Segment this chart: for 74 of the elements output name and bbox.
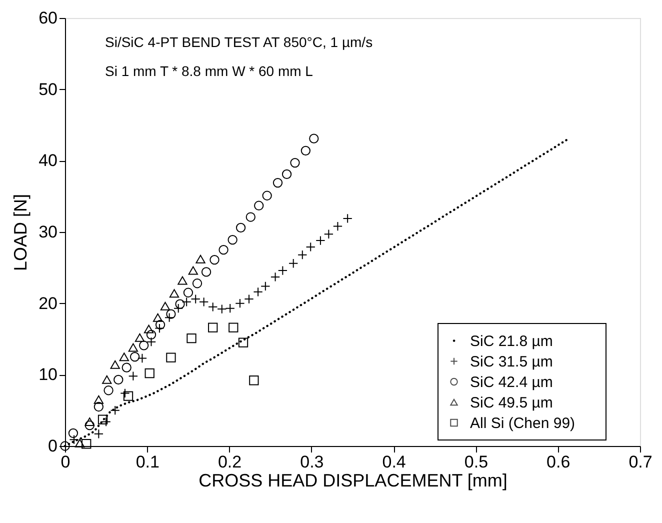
x-tick-label: 0.6: [546, 452, 570, 472]
point: [144, 368, 154, 378]
point: [122, 362, 132, 372]
point: [82, 439, 92, 449]
point: [210, 255, 220, 265]
point: [236, 222, 246, 233]
x-tick-label: 0.4: [382, 452, 406, 472]
x-tick-label: 0.5: [464, 452, 488, 472]
point: [262, 190, 272, 200]
y-tick-label: 0: [48, 436, 58, 456]
point: [290, 158, 300, 168]
point: [102, 375, 112, 384]
y-tick-label: 50: [38, 80, 58, 99]
point: [146, 330, 156, 340]
y-tick-label: 40: [38, 151, 58, 170]
x-tick-label: 0.7: [628, 452, 652, 472]
point: [74, 438, 85, 448]
point: [155, 320, 166, 330]
point: [98, 414, 108, 424]
point: [282, 169, 292, 180]
point: [134, 333, 145, 342]
point: [238, 338, 248, 348]
point: [152, 313, 163, 322]
point: [68, 428, 78, 438]
point: [201, 267, 212, 277]
point: [169, 289, 180, 298]
point: [183, 288, 194, 298]
point: [104, 386, 114, 396]
point: [139, 340, 149, 350]
point: [84, 420, 94, 430]
point: [228, 322, 238, 332]
legend-label: SiC 21.8 µm: [470, 332, 553, 350]
point: [196, 254, 206, 264]
y-tick-label: 20: [38, 294, 58, 313]
point: [218, 245, 228, 255]
y-tick-label: 60: [38, 8, 58, 28]
x-axis-title: CROSS HEAD DISPLACEMENT [mm]: [198, 470, 508, 490]
point: [208, 322, 218, 332]
point: [272, 178, 283, 188]
x-tick-label: 0.2: [218, 452, 242, 472]
y-tick-label: 30: [38, 222, 58, 242]
point: [192, 278, 202, 288]
point: [84, 417, 94, 426]
point: [94, 395, 104, 404]
point: [110, 360, 120, 369]
y-tick-label: 10: [38, 365, 58, 384]
point: [94, 402, 104, 412]
point: [114, 374, 124, 384]
x-tick-label: 0: [60, 452, 70, 472]
point: [178, 276, 188, 285]
point: [300, 146, 311, 156]
point: [254, 200, 264, 210]
legend-label: All Si (Chen 99): [470, 414, 576, 432]
x-tick-label: 0.3: [300, 452, 324, 472]
legend-label: SiC 31.5 µm: [470, 353, 553, 370]
point: [160, 302, 170, 310]
point: [119, 352, 129, 362]
point: [228, 235, 238, 245]
point: [123, 391, 134, 401]
point: [128, 343, 138, 352]
point: [186, 333, 196, 344]
point: [246, 212, 256, 222]
x-tick-label: 0.1: [136, 452, 160, 472]
point: [249, 376, 259, 386]
annotation: Si/SiC 4-PT BEND TEST AT 850°C, 1 µm/s: [105, 34, 373, 50]
point: [166, 309, 176, 319]
legend-label: SiC 49.5 µm: [470, 394, 553, 412]
point: [309, 134, 319, 144]
point: [166, 352, 176, 362]
point: [188, 266, 198, 275]
annotation: Si 1 mm T * 8.8 mm W * 60 mm L: [105, 63, 314, 79]
y-axis-title: LOAD [N]: [10, 194, 31, 272]
legend-label: SiC 42.4 µm: [470, 374, 553, 391]
point: [144, 324, 154, 334]
